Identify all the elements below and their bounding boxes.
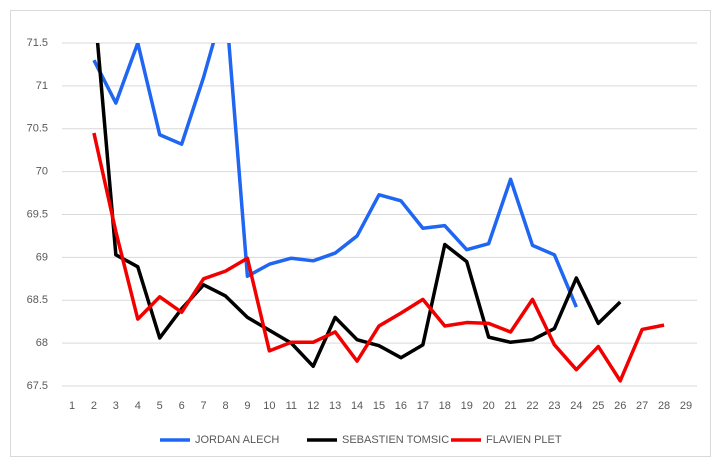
series-line bbox=[92, 43, 578, 308]
x-tick-label: 11 bbox=[286, 400, 297, 412]
x-tick-label: 18 bbox=[439, 400, 451, 412]
legend-label: JORDAN ALECH bbox=[195, 434, 279, 446]
legend-label: FLAVIEN PLET bbox=[486, 434, 562, 446]
y-tick-label: 71 bbox=[36, 80, 48, 92]
y-tick-label: 70.5 bbox=[27, 123, 48, 135]
x-tick-label: 4 bbox=[135, 400, 141, 412]
x-tick-label: 15 bbox=[373, 400, 385, 412]
y-tick-label: 68 bbox=[36, 337, 48, 349]
x-tick-label: 7 bbox=[201, 400, 207, 412]
plot-area bbox=[92, 43, 665, 383]
x-tick-label: 12 bbox=[307, 400, 319, 412]
x-tick-label: 6 bbox=[179, 400, 185, 412]
x-tick-label: 2 bbox=[91, 400, 97, 412]
x-tick-label: 21 bbox=[504, 400, 516, 412]
x-tick-label: 16 bbox=[395, 400, 407, 412]
x-tick-label: 5 bbox=[157, 400, 163, 412]
x-tick-label: 14 bbox=[351, 400, 363, 412]
x-tick-label: 19 bbox=[461, 400, 473, 412]
x-tick-label: 23 bbox=[548, 400, 560, 412]
x-tick-label: 25 bbox=[592, 400, 604, 412]
series-line bbox=[95, 43, 622, 369]
y-tick-label: 67.5 bbox=[27, 380, 48, 392]
y-tick-label: 70 bbox=[36, 166, 48, 178]
y-tick-label: 69.5 bbox=[27, 208, 48, 220]
y-tick-label: 68.5 bbox=[27, 294, 48, 306]
x-tick-label: 24 bbox=[570, 400, 582, 412]
y-tick-label: 69 bbox=[36, 251, 48, 263]
series-line bbox=[92, 132, 665, 383]
x-tick-label: 1 bbox=[69, 400, 75, 412]
legend-label: SEBASTIEN TOMSIC bbox=[342, 434, 449, 446]
x-tick-label: 8 bbox=[222, 400, 228, 412]
x-tick-label: 27 bbox=[636, 400, 648, 412]
x-tick-label: 17 bbox=[417, 400, 429, 412]
x-tick-label: 20 bbox=[483, 400, 495, 412]
x-tick-label: 9 bbox=[244, 400, 250, 412]
x-tick-label: 26 bbox=[614, 400, 626, 412]
x-tick-label: 28 bbox=[658, 400, 670, 412]
x-tick-label: 3 bbox=[113, 400, 119, 412]
x-tick-label: 10 bbox=[263, 400, 275, 412]
chart-border bbox=[10, 10, 711, 457]
y-tick-label: 71.5 bbox=[27, 37, 48, 49]
x-tick-label: 13 bbox=[329, 400, 341, 412]
x-tick-label: 22 bbox=[526, 400, 538, 412]
x-tick-label: 29 bbox=[680, 400, 692, 412]
